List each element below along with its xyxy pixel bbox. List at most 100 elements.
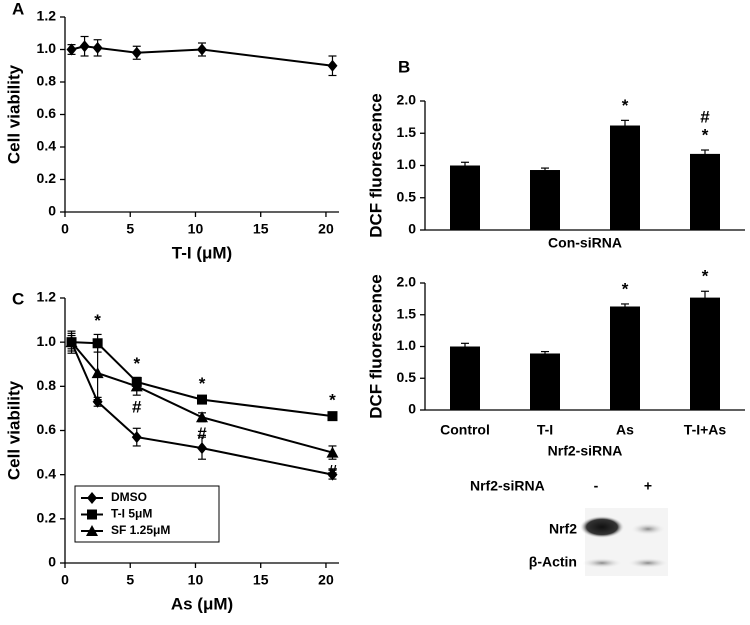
marker <box>87 492 97 504</box>
y-tick-label: 1.0 <box>37 40 57 56</box>
marker <box>92 395 103 408</box>
marker <box>327 411 338 422</box>
annotation: * <box>329 390 336 409</box>
y-tick-label: 0 <box>48 203 56 219</box>
x-tick-label: 5 <box>126 572 134 588</box>
annotation: * <box>133 354 140 373</box>
panel-label: B <box>398 57 410 76</box>
blot-header: Nrf2-siRNA <box>470 478 545 494</box>
blot-row-label: β-Actin <box>529 554 577 570</box>
x-tick-label: 20 <box>318 221 334 237</box>
y-tick-label: 0.6 <box>37 105 57 121</box>
y-tick-label: 1.0 <box>397 156 417 172</box>
y-axis-title: DCF fluorescence <box>366 274 385 419</box>
y-tick-label: 1.0 <box>397 337 417 353</box>
marker <box>197 442 207 455</box>
x-tick-label: 15 <box>253 221 269 237</box>
y-tick-label: 2.0 <box>397 274 417 290</box>
bar <box>690 297 720 410</box>
y-tick-label: 0 <box>48 554 56 570</box>
marker <box>130 380 143 392</box>
blot-band <box>631 523 665 535</box>
y-axis-title: Cell viability <box>4 380 23 480</box>
marker <box>66 43 77 56</box>
y-tick-label: 2.0 <box>397 92 417 108</box>
marker <box>86 525 98 536</box>
x-tick-label: 0 <box>61 572 69 588</box>
lane-label: + <box>644 478 652 494</box>
x-axis-title: Con-siRNA <box>548 235 622 251</box>
legend-label: T-I 5μM <box>111 507 152 521</box>
y-tick-label: 1.2 <box>37 289 57 305</box>
bar <box>690 153 720 230</box>
marker <box>65 336 78 348</box>
y-tick-label: 0.8 <box>37 73 57 89</box>
y-tick-label: 0.5 <box>397 188 417 204</box>
bar <box>610 306 640 410</box>
x-axis-title: Nrf2-siRNA <box>548 443 623 459</box>
marker <box>131 46 142 59</box>
y-tick-label: 1.2 <box>37 8 57 24</box>
y-tick-label: 0.2 <box>37 170 57 186</box>
panel-label: C <box>12 289 24 308</box>
y-tick-label: 0.6 <box>37 421 57 437</box>
y-tick-label: 1.0 <box>37 333 57 349</box>
annotation: * <box>199 374 206 393</box>
x-tick-label: 10 <box>188 221 204 237</box>
x-tick-label: Control <box>440 422 490 438</box>
marker <box>79 40 90 53</box>
x-tick-label: 10 <box>188 572 204 588</box>
legend-label: DMSO <box>111 490 147 504</box>
y-tick-label: 0.4 <box>37 138 57 154</box>
marker <box>131 431 142 444</box>
marker <box>92 338 103 349</box>
marker <box>91 367 104 379</box>
y-axis-title: Cell viability <box>4 64 23 164</box>
annotation: * <box>94 311 101 330</box>
annotation: # <box>328 462 338 481</box>
bar <box>610 125 640 230</box>
marker <box>327 59 338 72</box>
y-tick-label: 0.4 <box>37 465 57 481</box>
annotation: # <box>132 398 142 417</box>
bar <box>530 353 560 410</box>
panel-label: A <box>12 0 24 18</box>
y-tick-label: 0.5 <box>397 369 417 385</box>
blot-band <box>580 516 624 538</box>
annotation: * <box>622 96 629 115</box>
y-tick-label: 0.8 <box>37 377 57 393</box>
annotation: # <box>700 108 710 127</box>
bar <box>450 165 480 230</box>
marker <box>196 411 208 423</box>
annotation: * <box>622 279 629 298</box>
x-tick-label: T-I <box>537 422 553 438</box>
bar <box>530 170 560 230</box>
x-tick-label: As <box>616 422 634 438</box>
y-axis-title: DCF fluorescence <box>366 93 385 238</box>
y-tick-label: 0 <box>408 221 416 237</box>
y-tick-label: 1.5 <box>397 124 417 140</box>
y-tick-label: 1.5 <box>397 305 417 321</box>
marker <box>197 394 207 405</box>
marker <box>92 41 103 54</box>
blot-row-label: Nrf2 <box>549 521 577 537</box>
marker <box>327 468 338 481</box>
bar <box>450 346 480 410</box>
y-tick-label: 0 <box>408 401 416 417</box>
annotation: * <box>702 126 709 145</box>
legend: DMSO T-I 5μM SF 1.25μM <box>74 485 220 543</box>
blot-band <box>582 558 622 568</box>
marker <box>326 446 339 458</box>
marker <box>87 509 97 520</box>
x-axis-title: As (μM) <box>171 594 233 613</box>
annotation: * <box>702 267 709 286</box>
blot-band <box>628 558 668 568</box>
x-tick-label: 0 <box>61 221 69 237</box>
lane-label: - <box>594 478 599 494</box>
annotation: # <box>197 424 207 443</box>
legend-label: SF 1.25μM <box>111 523 170 537</box>
x-tick-label: T-I+As <box>684 422 727 438</box>
y-tick-label: 0.2 <box>37 510 57 526</box>
x-axis-title: T-I (μM) <box>172 243 232 262</box>
